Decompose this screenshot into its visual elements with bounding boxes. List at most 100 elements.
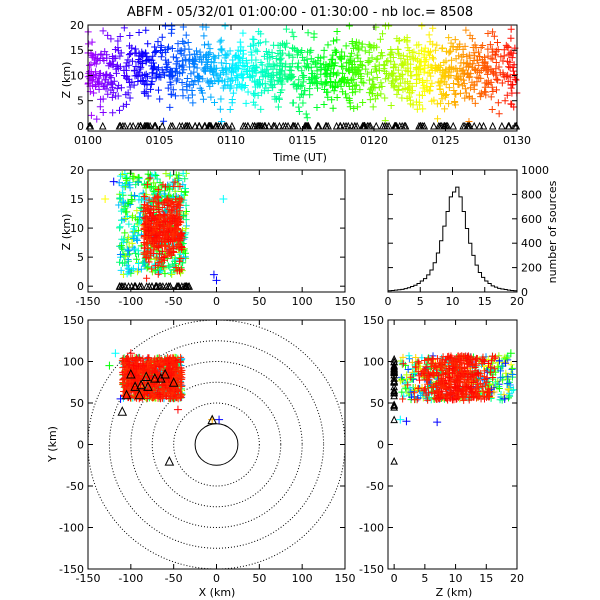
x-height-point (172, 214, 180, 222)
x-height-point (142, 201, 150, 209)
time-height-ground-marker (279, 121, 288, 130)
time-height-point (373, 43, 381, 51)
time-height-point (487, 54, 495, 62)
time-height-point (277, 59, 285, 67)
time-height-point (456, 89, 464, 97)
time-height-point (104, 90, 112, 98)
x-height-point (154, 186, 162, 194)
x-height-point (146, 232, 154, 240)
time-height-point (282, 75, 290, 83)
x-height-point (133, 207, 141, 215)
time-height-point (120, 24, 128, 32)
time-height-point (366, 96, 374, 104)
time-height-point (478, 89, 486, 97)
time-height-point (409, 101, 417, 109)
time-height-point (462, 26, 470, 34)
time-height-point (491, 50, 499, 58)
z-y-point (410, 369, 418, 377)
time-height-ground-marker (449, 121, 458, 130)
z-y-point (462, 354, 470, 362)
time-height-ground-marker (430, 121, 438, 130)
time-height-point (268, 49, 276, 57)
time-height-point (497, 53, 505, 61)
station-marker (164, 455, 175, 466)
x-height-point (178, 229, 186, 237)
time-height-point (276, 56, 284, 64)
x-height-point (115, 201, 123, 209)
time-height-point (428, 97, 436, 105)
time-height-point (179, 92, 187, 100)
z-y-xtick-label: 10 (449, 572, 463, 585)
time-height-point (135, 28, 143, 36)
time-height-ground-marker (98, 121, 107, 130)
time-height-point (217, 95, 225, 103)
time-height-point (182, 31, 190, 39)
x-height-point (181, 249, 189, 257)
time-height-point (492, 47, 500, 55)
z-y-point (455, 361, 463, 369)
z-y-point (456, 387, 464, 395)
time-height-point (345, 22, 353, 30)
time-height-point (339, 63, 347, 71)
x-height-point (153, 219, 161, 227)
time-height-point (442, 73, 450, 81)
z-y-point (398, 388, 406, 396)
time-height-point (107, 86, 115, 94)
time-height-point (439, 68, 447, 76)
time-height-point (159, 69, 167, 77)
z-y-point (481, 357, 489, 365)
z-y-ytick-label: -100 (359, 522, 384, 535)
time-height-point (269, 84, 277, 92)
time-height-point (471, 52, 479, 60)
plan-view-outlier (126, 349, 135, 358)
z-y-point (502, 369, 510, 377)
time-height-point (415, 91, 423, 99)
time-height-point (377, 90, 385, 98)
plan-view-point (144, 365, 152, 373)
time-height-point (416, 58, 424, 66)
time-height-point (199, 75, 207, 83)
z-y-point (491, 353, 499, 361)
z-y-point (458, 393, 466, 401)
time-height-point (183, 83, 191, 91)
z-y-point (498, 362, 506, 370)
time-height-point (508, 54, 516, 62)
z-y-point (508, 364, 516, 372)
time-height-point (130, 81, 138, 89)
time-height-point (180, 39, 188, 47)
time-height-point (485, 66, 493, 74)
histogram-ytick-label: 0 (521, 286, 528, 299)
time-height-point (114, 92, 122, 100)
time-height-point (461, 94, 469, 102)
time-height-point (338, 62, 346, 70)
x-height-point (148, 268, 156, 276)
z-y-point (447, 378, 455, 386)
z-y-point (436, 395, 444, 403)
time-height-point (353, 103, 361, 111)
z-y-point (449, 358, 457, 366)
x-height-point (131, 223, 139, 231)
time-height-point (289, 81, 297, 89)
station-marker (207, 414, 218, 425)
x-height-point (128, 195, 136, 203)
x-height-ground-markers (115, 282, 194, 290)
plan-view-point (177, 358, 185, 366)
z-y-point (463, 360, 471, 368)
plan-view-point (169, 356, 177, 364)
time-height-point (503, 91, 511, 99)
time-height-point (475, 48, 483, 56)
time-height-point (267, 63, 275, 71)
z-y-point (495, 357, 503, 365)
time-height-point (348, 49, 356, 57)
z-y-point (400, 392, 408, 400)
z-y-point (408, 368, 416, 376)
time-height-point (138, 77, 146, 85)
time-height-point (327, 79, 335, 87)
x-height-point (144, 244, 152, 252)
time-height-point (193, 64, 201, 72)
time-height-point (151, 48, 159, 56)
plan-view-point (139, 365, 147, 373)
x-height-point (128, 239, 136, 247)
time-height-point (397, 55, 405, 63)
time-height-point (377, 79, 385, 87)
